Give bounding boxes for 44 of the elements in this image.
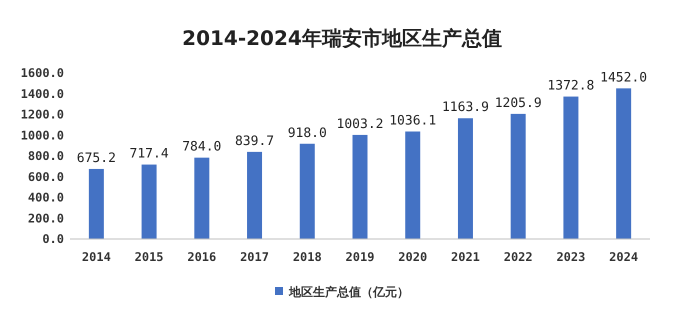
bar — [352, 134, 368, 239]
bar — [563, 96, 578, 239]
y-tick-label: 1000.0 — [20, 128, 64, 142]
data-label: 1205.9 — [494, 96, 542, 111]
x-tick-label: 2018 — [292, 250, 322, 264]
x-tick-label: 2022 — [504, 250, 533, 264]
data-label: 1036.1 — [389, 114, 436, 129]
bar — [405, 132, 420, 239]
data-label: 784.0 — [182, 140, 222, 155]
x-tick-label: 2021 — [451, 250, 480, 264]
y-tick-label: 600.0 — [28, 170, 64, 184]
y-tick-label: 0.0 — [42, 232, 64, 246]
y-tick-label: 1400.0 — [20, 86, 64, 101]
bar — [458, 118, 473, 239]
x-tick-label: 2019 — [346, 250, 374, 264]
data-label: 1163.9 — [442, 100, 489, 116]
x-tick-label: 2017 — [240, 250, 269, 264]
data-label: 918.0 — [288, 126, 327, 141]
data-label: 1003.2 — [336, 116, 384, 132]
x-tick-label: 2020 — [398, 250, 428, 264]
data-label: 1452.0 — [600, 70, 648, 86]
y-tick-label: 800.0 — [28, 149, 64, 163]
bar — [616, 88, 632, 239]
y-tick-label: 400.0 — [28, 190, 64, 204]
bar — [300, 144, 315, 239]
y-tick-label: 200.0 — [28, 211, 64, 226]
y-tick-label: 1200.0 — [20, 108, 64, 122]
data-label: 1372.8 — [547, 78, 594, 94]
data-label: 717.4 — [130, 146, 169, 162]
x-tick-label: 2024 — [609, 250, 638, 264]
x-tick-label: 2014 — [82, 250, 111, 264]
bar — [247, 152, 262, 239]
bar — [194, 158, 210, 239]
legend-label: 地区生产总值（亿元） — [288, 285, 409, 299]
chart-title: 2014-2024年瑞安市地区生产总值 — [182, 26, 502, 50]
data-label: 675.2 — [76, 150, 116, 166]
y-tick-label: 1600.0 — [20, 66, 64, 80]
x-tick-label: 2016 — [187, 250, 216, 264]
x-tick-label: 2015 — [134, 250, 164, 264]
bar — [510, 114, 526, 239]
x-tick-label: 2023 — [556, 250, 586, 264]
bar — [88, 168, 104, 239]
data-label: 839.7 — [234, 134, 274, 149]
bar — [142, 164, 157, 239]
